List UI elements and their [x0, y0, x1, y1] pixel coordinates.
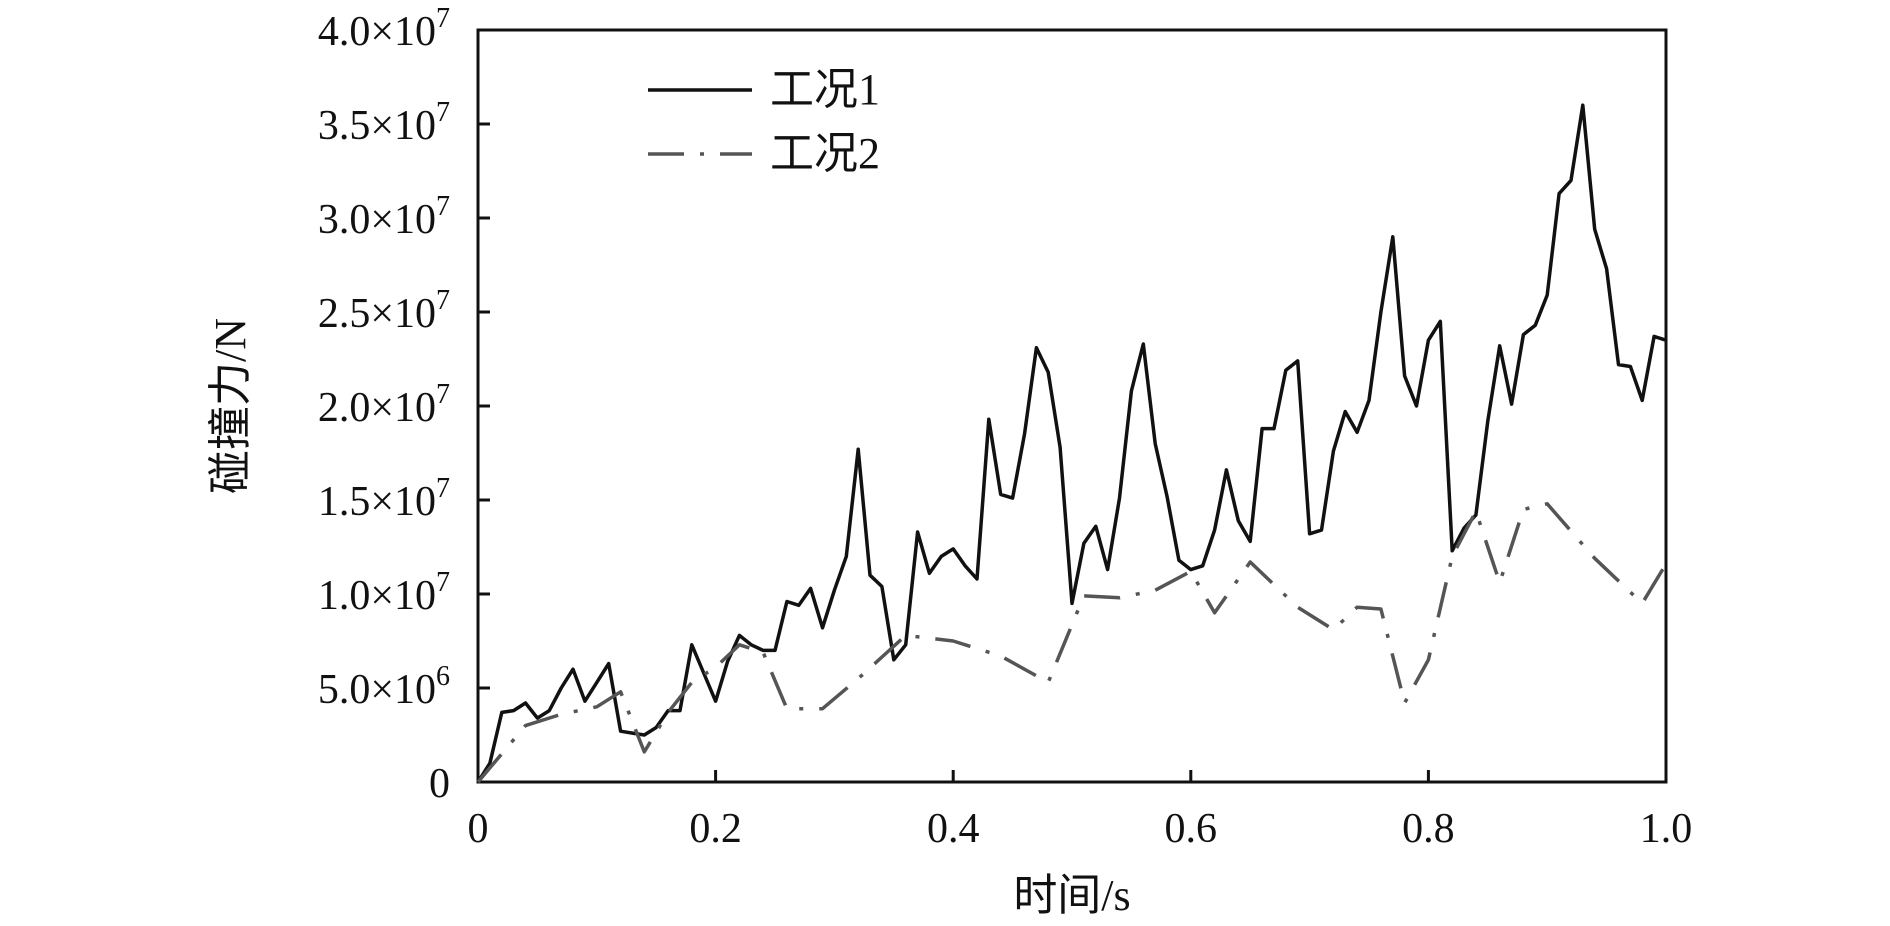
y-tick-label: 1.0×107 [318, 567, 450, 619]
legend: 工况1 工况2 [648, 65, 880, 178]
x-tick-label: 1.0 [1640, 806, 1693, 852]
y-tick-exponent: 7 [436, 3, 450, 34]
y-tick-label: 3.5×107 [318, 97, 450, 149]
y-tick-exponent: 7 [436, 97, 450, 128]
y-tick-label: 0 [429, 761, 450, 807]
y-tick-exponent: 7 [436, 567, 450, 598]
y-tick-label: 3.0×107 [318, 191, 450, 243]
y-tick-label: 4.0×107 [318, 3, 450, 55]
y-tick-exponent: 6 [436, 661, 450, 692]
x-tick-label: 0.6 [1165, 806, 1218, 852]
y-tick-label: 1.5×107 [318, 473, 450, 525]
y-tick-exponent: 7 [436, 473, 450, 504]
x-tick-label: 0.2 [689, 806, 742, 852]
y-tick-label: 2.5×107 [318, 285, 450, 337]
plot-frame [476, 28, 1668, 784]
y-tick-label: 5.0×106 [318, 661, 450, 713]
x-axis-ticks: 0 0.2 0.4 0.6 0.8 1.0 [468, 770, 1693, 852]
y-tick-exponent: 7 [436, 191, 450, 222]
y-tick-exponent: 7 [436, 379, 450, 410]
series-line-2 [476, 502, 1668, 784]
x-axis-title: 时间/s [1013, 871, 1130, 920]
y-axis-ticks: 0 5.0×106 1.0×107 1.5×107 2.0×107 2.5×107 3.0×… [318, 3, 490, 807]
legend-label-series-2: 工况2 [770, 129, 880, 178]
x-tick-label: 0.4 [927, 806, 980, 852]
series-line-1 [476, 103, 1667, 783]
legend-label-series-1: 工况1 [770, 65, 880, 114]
x-tick-label: 0 [468, 806, 489, 852]
x-tick-label: 0.8 [1402, 806, 1455, 852]
y-tick-exponent: 7 [436, 285, 450, 316]
series-layer [476, 103, 1668, 784]
y-tick-label: 2.0×107 [318, 379, 450, 431]
y-axis-title: 碰撞力/N [206, 318, 255, 494]
